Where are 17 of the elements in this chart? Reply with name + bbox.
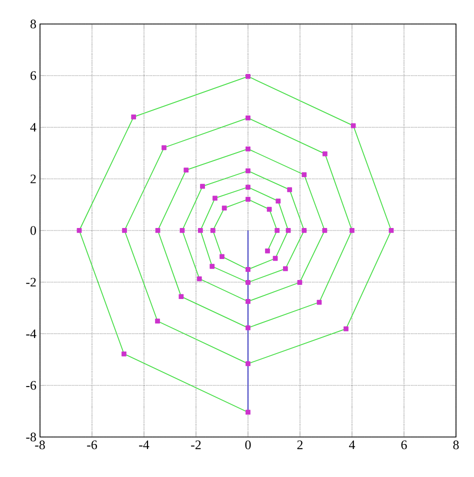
x-tick-label: 2 <box>297 440 303 450</box>
y-tick-label: 6 <box>30 71 36 80</box>
x-tick-label: 4 <box>349 440 356 450</box>
y-tick-label: 8 <box>30 20 36 28</box>
y-tick-label: -8 <box>26 432 36 442</box>
x-tick-label: -2 <box>191 440 201 450</box>
y-tick-label: -2 <box>26 278 36 286</box>
x-tick-label: -6 <box>87 440 98 450</box>
y-tick-label: -4 <box>26 329 36 338</box>
y-tick-label: 0 <box>30 226 36 235</box>
y-tick-label: 2 <box>30 174 36 184</box>
x-tick-label: 6 <box>401 440 407 450</box>
x-tick-label: -4 <box>139 440 150 450</box>
y-tick-label: -6 <box>26 381 36 390</box>
x-tick-label: 8 <box>453 440 459 450</box>
y-tick-label: 4 <box>30 122 36 132</box>
x-tick-label: 0 <box>245 440 251 450</box>
